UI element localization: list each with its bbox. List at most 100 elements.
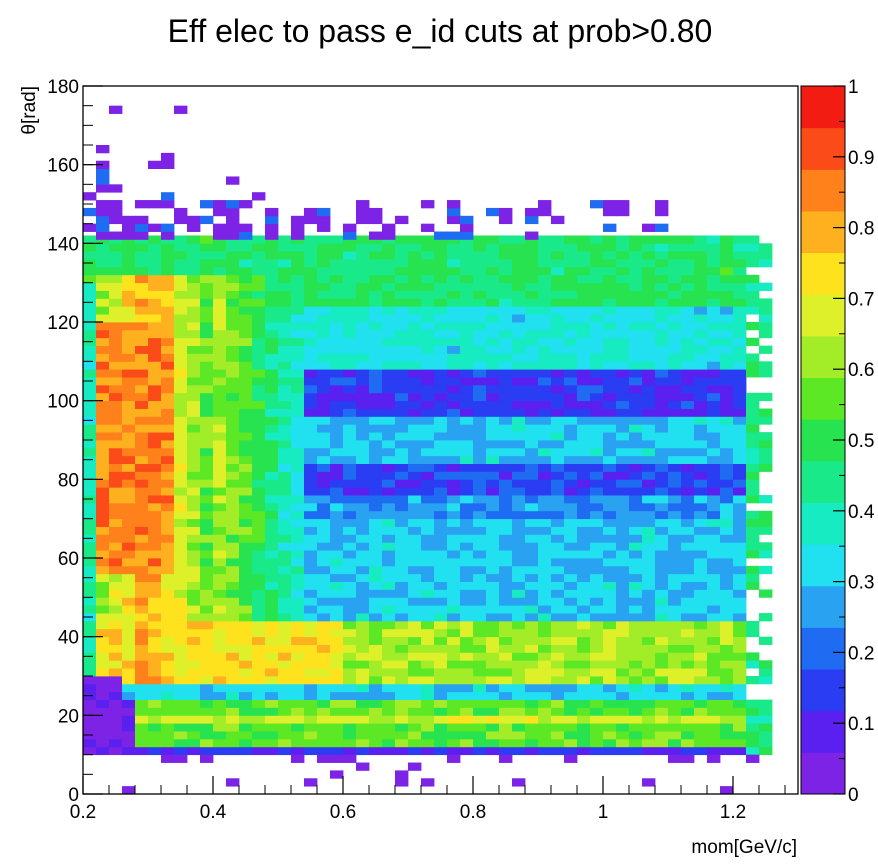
heatmap-cell <box>382 628 396 638</box>
heatmap-cell <box>226 581 240 590</box>
heatmap-cell <box>707 534 721 543</box>
heatmap-cell <box>707 384 721 394</box>
heatmap-cell <box>252 628 266 638</box>
heatmap-cell <box>681 652 695 661</box>
heatmap-cell <box>499 597 513 606</box>
heatmap-cell <box>161 613 175 622</box>
heatmap-cell <box>603 235 617 244</box>
heatmap-cell <box>330 707 344 716</box>
heatmap-cell <box>733 534 747 543</box>
heatmap-cell <box>278 306 292 315</box>
heatmap-cell <box>759 738 773 748</box>
heatmap-cell <box>759 243 773 252</box>
heatmap-cell <box>226 329 240 339</box>
heatmap-cell <box>317 691 331 700</box>
heatmap-cell <box>460 392 474 402</box>
heatmap-cell <box>512 534 526 543</box>
heatmap-cell <box>538 314 552 323</box>
heatmap-cell <box>447 471 461 480</box>
heatmap-cell <box>473 251 487 260</box>
heatmap-cell <box>252 668 266 677</box>
heatmap-cell <box>512 416 526 425</box>
heatmap-cell <box>278 251 292 260</box>
heatmap-cell <box>590 243 604 252</box>
heatmap-cell <box>265 463 279 472</box>
heatmap-cell <box>447 676 461 685</box>
heatmap-cell <box>746 416 760 425</box>
heatmap-cell <box>512 715 526 724</box>
heatmap-cell <box>395 432 409 441</box>
heatmap-cell <box>512 620 526 630</box>
heatmap-cell <box>161 408 175 417</box>
heatmap-cell <box>707 589 721 598</box>
heatmap-cell <box>655 377 669 386</box>
heatmap-cell <box>538 738 552 748</box>
heatmap-cell <box>603 620 617 630</box>
heatmap-cell <box>174 605 188 614</box>
heatmap-cell <box>161 589 175 598</box>
heatmap-cell <box>551 620 565 630</box>
heatmap-cell <box>733 251 747 260</box>
heatmap-cell <box>122 731 136 740</box>
heatmap-cell <box>356 259 370 268</box>
heatmap-cell <box>642 676 656 685</box>
heatmap-cell <box>226 660 240 669</box>
heatmap-cell <box>239 510 253 520</box>
heatmap-cell <box>122 377 136 386</box>
heatmap-cell <box>187 526 201 535</box>
heatmap-cell <box>447 243 461 252</box>
heatmap-cell <box>96 652 110 661</box>
heatmap-cell <box>564 290 578 299</box>
heatmap-cell <box>694 440 708 449</box>
heatmap-cell <box>122 738 136 748</box>
heatmap-cell <box>486 565 500 575</box>
heatmap-cell <box>109 400 123 409</box>
heatmap-cell <box>174 384 188 394</box>
heatmap-cell <box>577 471 591 480</box>
heatmap-cell <box>226 746 240 756</box>
heatmap-cell <box>668 290 682 299</box>
heatmap-cell <box>720 322 734 331</box>
heatmap-cell <box>603 644 617 653</box>
heatmap-cell <box>382 337 396 346</box>
heatmap-cell <box>668 298 682 307</box>
heatmap-cell <box>525 573 539 582</box>
heatmap-cell <box>382 495 396 504</box>
heatmap-cell <box>421 573 435 582</box>
heatmap-cell <box>239 707 253 716</box>
heatmap-cell <box>109 518 123 527</box>
heatmap-cell <box>122 542 136 551</box>
heatmap-cell <box>603 408 617 417</box>
heatmap-cell <box>655 581 669 590</box>
heatmap-cell <box>382 644 396 653</box>
x-tick-label: 0.8 <box>460 802 486 823</box>
heatmap-cell <box>694 479 708 488</box>
heatmap-cell <box>590 746 604 756</box>
heatmap-cell <box>577 298 591 307</box>
heatmap-cell <box>239 290 253 299</box>
heatmap-cell <box>161 377 175 386</box>
heatmap-cell <box>473 660 487 669</box>
heatmap-cell <box>109 231 123 240</box>
heatmap-cell <box>122 345 136 354</box>
heatmap-cell <box>343 471 357 480</box>
heatmap-cell <box>681 416 695 425</box>
heatmap-cell <box>174 738 188 748</box>
heatmap-cell <box>408 377 422 386</box>
heatmap-cell <box>135 384 149 394</box>
heatmap-cell <box>733 290 747 299</box>
heatmap-cell <box>83 314 97 323</box>
heatmap-cell <box>759 660 773 669</box>
heatmap-cell <box>499 502 513 512</box>
heatmap-cell <box>330 377 344 386</box>
heatmap-cell <box>746 676 760 685</box>
heatmap-cell <box>174 573 188 582</box>
heatmap-cell <box>421 668 435 677</box>
heatmap-cell <box>83 322 97 331</box>
heatmap-cell <box>460 353 474 362</box>
heatmap-cell <box>720 243 734 252</box>
heatmap-cell <box>590 613 604 622</box>
heatmap-cell <box>213 731 227 740</box>
heatmap-cell <box>707 581 721 590</box>
heatmap-cell <box>161 487 175 496</box>
